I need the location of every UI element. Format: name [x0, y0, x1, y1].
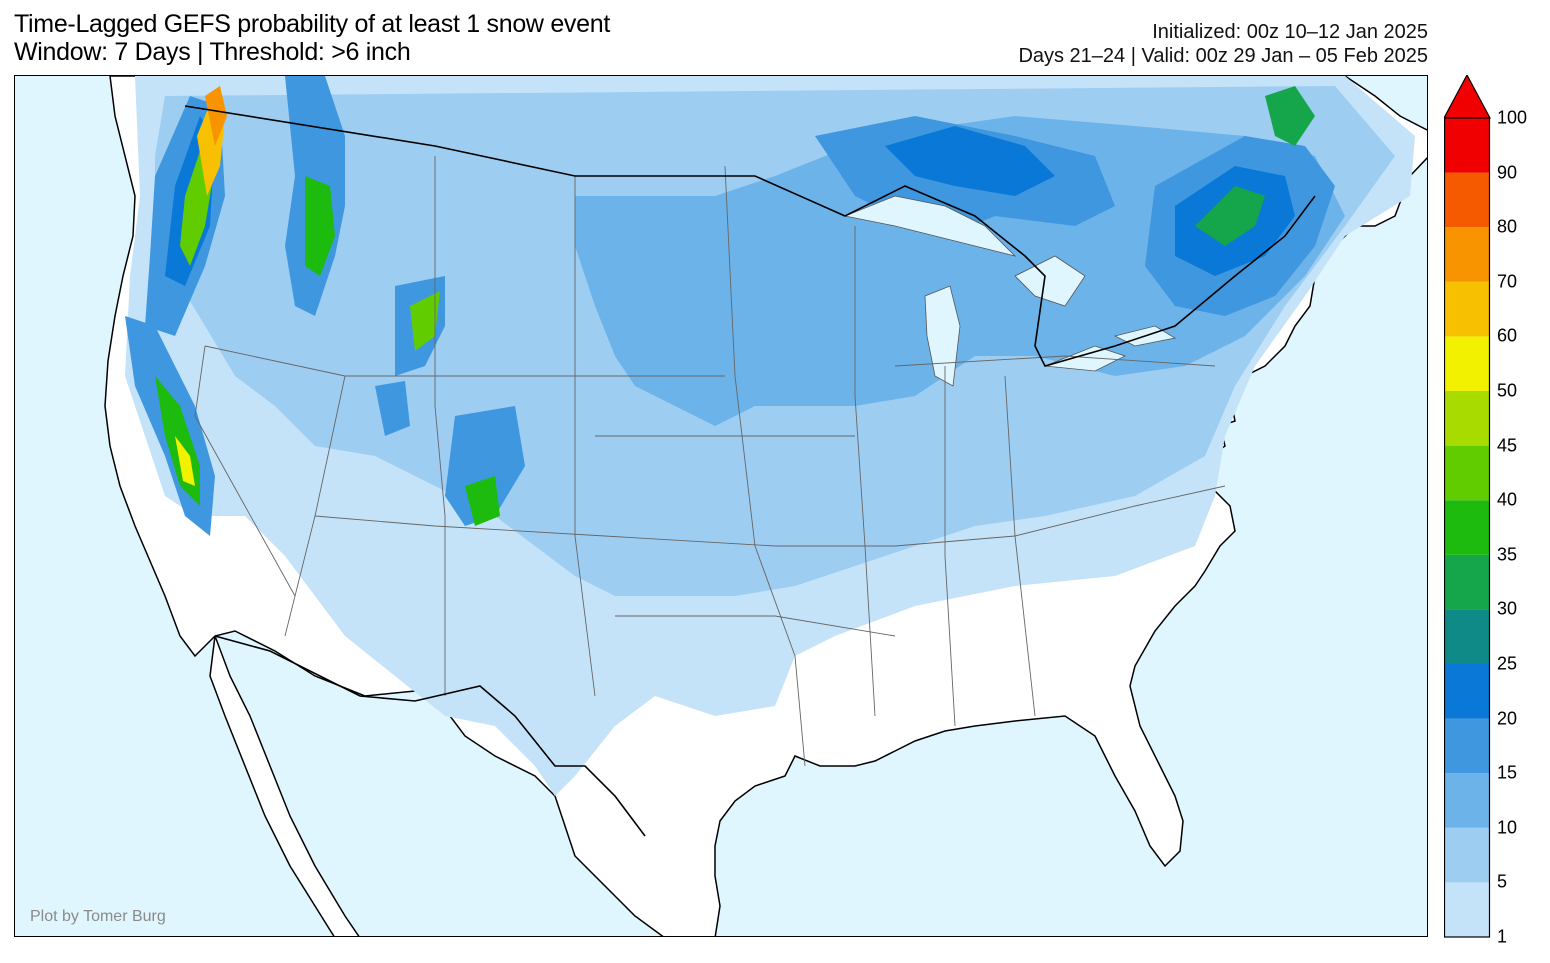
colorbar-tick-label: 35: [1497, 544, 1518, 565]
state-borders: [194, 156, 1226, 767]
colorbar-extend-arrow: [1444, 75, 1492, 119]
colorbar-tick-label: 10: [1497, 817, 1518, 838]
us-mexico-border: [214, 635, 646, 837]
valid-text: Days 21–24 | Valid: 00z 29 Jan – 05 Feb …: [1018, 45, 1428, 67]
colorbar-swatch: [1444, 336, 1490, 391]
colorbar-swatch: [1444, 281, 1490, 337]
colorbar-swatch: [1444, 773, 1490, 828]
colorbar-swatch: [1444, 827, 1490, 883]
colorbar-tick-label: 1: [1497, 926, 1508, 947]
colorbar-tick-label: 25: [1497, 653, 1518, 674]
colorbar-swatch: [1444, 882, 1490, 937]
colorbar-tick-label: 90: [1497, 162, 1518, 183]
colorbar-tick-label: 20: [1497, 708, 1518, 729]
run-info: Initialized: 00z 10–12 Jan 2025 Days 21–…: [1018, 20, 1428, 68]
plot-credit: Plot by Tomer Burg: [30, 908, 166, 925]
map-canvas: [15, 76, 1427, 936]
colorbar-frame: [1444, 117, 1491, 938]
baja-peninsula: [209, 635, 360, 936]
colorbar-tick-label: 40: [1497, 489, 1518, 510]
map-panel: Plot by Tomer Burg: [14, 75, 1428, 937]
colorbar-swatch: [1444, 118, 1490, 173]
colorbar-tick-label: 60: [1497, 325, 1518, 346]
colorbar-swatch: [1444, 609, 1490, 664]
colorbar-swatch: [1444, 554, 1490, 610]
colorbar-swatch: [1444, 172, 1490, 228]
colorbar-tick-label: 80: [1497, 216, 1518, 237]
colorbar-tick-label: 45: [1497, 435, 1518, 456]
colorbar-tick-label: 5: [1497, 871, 1508, 892]
initialized-text: Initialized: 00z 10–12 Jan 2025: [1152, 21, 1428, 43]
us-canada-border: [184, 105, 1316, 367]
colorbar-tick-label: 30: [1497, 598, 1518, 619]
colorbar-swatches: [1444, 75, 1492, 938]
colorbar-swatch: [1444, 664, 1490, 719]
colorbar-swatch: [1444, 445, 1490, 501]
colorbar: 1 5 10 15 20 25 30 35 40 45 50 60 70 80 90 100: [1444, 75, 1550, 947]
colorbar-tick-label: 70: [1497, 271, 1518, 292]
colorbar-swatch: [1444, 227, 1490, 282]
colorbar-swatch: [1444, 391, 1490, 446]
colorbar-tick-label: 50: [1497, 380, 1518, 401]
colorbar-swatch: [1444, 500, 1490, 555]
colorbar-tick-label: 100: [1497, 107, 1528, 128]
title-line-1: Time-Lagged GEFS probability of at least…: [14, 10, 610, 38]
colorbar-swatch: [1444, 718, 1490, 774]
title-line-2: Window: 7 Days | Threshold: >6 inch: [14, 38, 411, 66]
colorbar-tick-label: 15: [1497, 762, 1518, 783]
map-title: Time-Lagged GEFS probability of at least…: [14, 10, 610, 66]
